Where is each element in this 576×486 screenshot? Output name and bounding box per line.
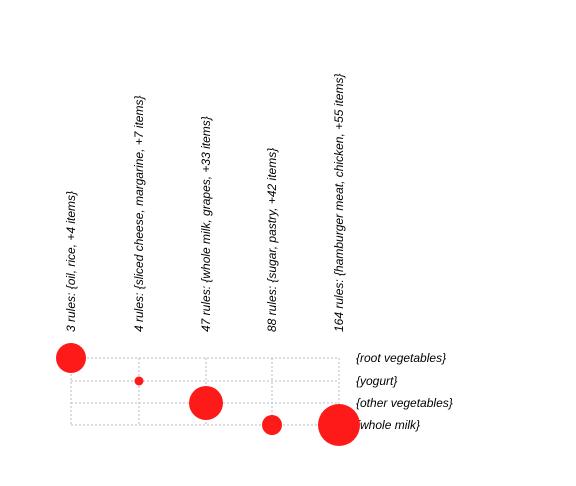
row-label: {other vegetables} bbox=[356, 396, 453, 410]
column-label: 164 rules: {hamburger meat, chicken, +55… bbox=[332, 74, 346, 332]
row-label: {whole milk} bbox=[356, 418, 420, 432]
row-label: {root vegetables} bbox=[356, 351, 446, 365]
bubble-point bbox=[189, 386, 223, 420]
column-label: 3 rules: {oil, rice, +4 items} bbox=[64, 191, 78, 332]
bubble-point bbox=[262, 415, 282, 435]
bubble-point bbox=[56, 343, 86, 373]
row-labels: {root vegetables} {yogurt} {other vegetabl… bbox=[356, 351, 453, 432]
column-label: 4 rules: {sliced cheese, margarine, +7 i… bbox=[132, 96, 146, 332]
points bbox=[56, 343, 360, 446]
column-label: 47 rules: {whole milk, grapes, +33 items… bbox=[199, 116, 213, 332]
row-label: {yogurt} bbox=[356, 374, 397, 388]
bubble-point bbox=[318, 404, 360, 446]
bubble-point bbox=[134, 376, 144, 386]
column-labels: 3 rules: {oil, rice, +4 items} 4 rules: {… bbox=[64, 74, 346, 332]
column-label: 88 rules: {sugar, pastry, +42 items} bbox=[265, 148, 279, 332]
